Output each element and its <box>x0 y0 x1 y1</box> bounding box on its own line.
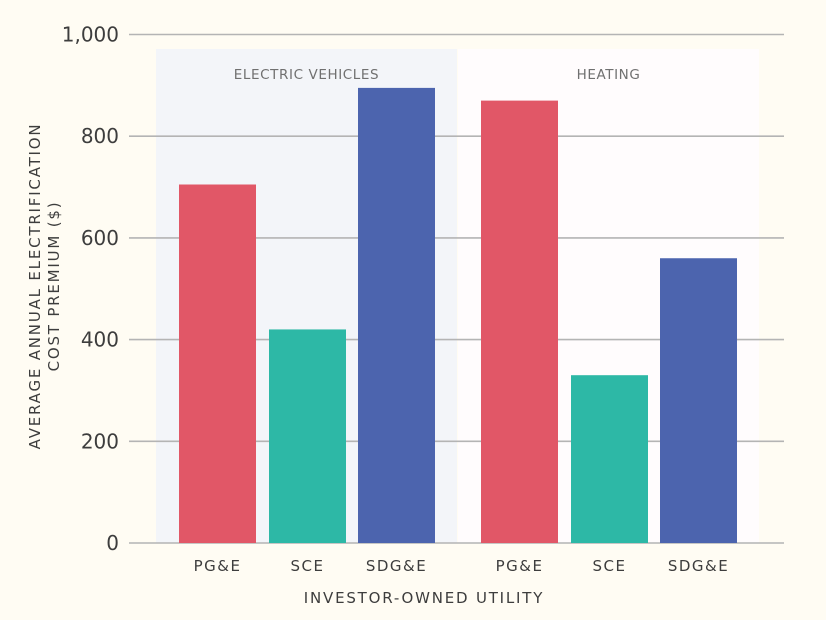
x-tick-label: PG&E <box>194 557 242 575</box>
y-tick-label: 600 <box>81 226 119 250</box>
y-tick-label: 1,000 <box>62 23 119 47</box>
y-tick-label: 800 <box>81 124 119 148</box>
x-tick-label: SCE <box>291 557 325 575</box>
group-label: HEATING <box>577 67 641 83</box>
bar-heating-sce <box>571 375 648 543</box>
bar-heating-sdge <box>660 258 737 543</box>
x-tick-label: SDG&E <box>366 557 427 575</box>
y-axis-title-line-1: AVERAGE ANNUAL ELECTRIFICATION <box>26 123 44 450</box>
y-axis-title-line-2: COST PREMIUM ($) <box>45 201 63 372</box>
group-label: ELECTRIC VEHICLES <box>234 67 379 83</box>
bar-heating-pge <box>481 100 558 543</box>
bars <box>179 87 737 543</box>
bar-electric-vehicles-sce <box>269 329 346 543</box>
x-tick-label: SDG&E <box>668 557 729 575</box>
x-tick-label: SCE <box>593 557 627 575</box>
group-labels: ELECTRIC VEHICLES HEATING <box>234 67 641 83</box>
y-tick-label: 400 <box>81 328 119 352</box>
x-tick-labels: PG&E SCE SDG&E PG&E SCE SDG&E <box>194 557 729 575</box>
bar-electric-vehicles-pge <box>179 184 256 543</box>
y-tick-labels: 0 200 400 600 800 1,000 <box>62 23 119 556</box>
bar-electric-vehicles-sdge <box>358 87 435 543</box>
x-axis-title: INVESTOR-OWNED UTILITY <box>304 589 544 607</box>
y-tick-label: 200 <box>81 429 119 453</box>
y-tick-label: 0 <box>106 531 119 555</box>
x-tick-label: PG&E <box>496 557 544 575</box>
y-axis-title: AVERAGE ANNUAL ELECTRIFICATION COST PREM… <box>26 123 63 450</box>
